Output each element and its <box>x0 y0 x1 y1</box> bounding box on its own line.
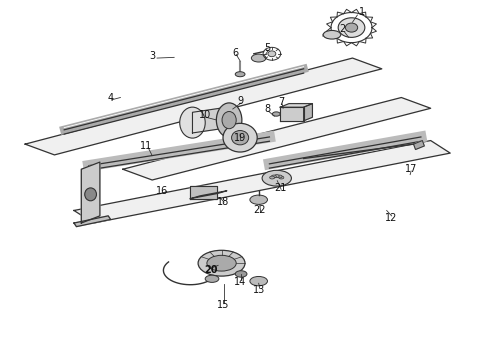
Polygon shape <box>25 58 382 155</box>
Polygon shape <box>74 216 111 226</box>
Text: 10: 10 <box>199 111 211 121</box>
Text: 13: 13 <box>252 285 265 296</box>
Ellipse shape <box>323 31 341 39</box>
Polygon shape <box>123 98 431 180</box>
Ellipse shape <box>180 107 205 138</box>
Polygon shape <box>280 104 313 107</box>
Ellipse shape <box>270 176 274 179</box>
Polygon shape <box>304 104 313 121</box>
Ellipse shape <box>232 131 248 145</box>
Text: 21: 21 <box>274 183 286 193</box>
Ellipse shape <box>274 175 279 177</box>
Text: 1: 1 <box>359 7 366 17</box>
Ellipse shape <box>271 175 276 178</box>
Ellipse shape <box>250 195 268 204</box>
Text: 17: 17 <box>405 164 417 174</box>
Ellipse shape <box>272 112 280 116</box>
Text: 16: 16 <box>156 186 168 197</box>
Text: 18: 18 <box>217 197 229 207</box>
Ellipse shape <box>345 23 358 32</box>
Text: 22: 22 <box>253 206 266 216</box>
Polygon shape <box>190 186 217 199</box>
Ellipse shape <box>338 18 365 37</box>
Polygon shape <box>190 191 227 199</box>
Ellipse shape <box>198 250 245 276</box>
Ellipse shape <box>277 175 282 178</box>
Text: 11: 11 <box>140 141 152 151</box>
Ellipse shape <box>235 271 247 277</box>
Ellipse shape <box>222 112 236 129</box>
Text: 6: 6 <box>232 48 238 58</box>
Text: 5: 5 <box>264 43 270 53</box>
Ellipse shape <box>207 255 236 271</box>
Ellipse shape <box>262 170 292 186</box>
Ellipse shape <box>251 54 266 62</box>
Polygon shape <box>74 140 450 223</box>
Text: 2: 2 <box>340 24 346 35</box>
Ellipse shape <box>268 51 276 57</box>
Text: 12: 12 <box>386 213 398 222</box>
Text: 8: 8 <box>264 104 270 114</box>
Text: 3: 3 <box>149 51 155 61</box>
Polygon shape <box>414 140 424 149</box>
Text: 20: 20 <box>204 265 218 275</box>
Ellipse shape <box>223 123 257 152</box>
Text: 19: 19 <box>234 133 246 143</box>
Text: 15: 15 <box>217 300 229 310</box>
Ellipse shape <box>205 275 219 282</box>
Text: 14: 14 <box>234 277 246 287</box>
Text: 4: 4 <box>108 93 114 103</box>
Polygon shape <box>81 162 100 223</box>
Ellipse shape <box>85 188 97 201</box>
Text: 9: 9 <box>237 96 243 106</box>
Ellipse shape <box>235 72 245 77</box>
Ellipse shape <box>250 276 268 286</box>
Text: 7: 7 <box>278 97 285 107</box>
Ellipse shape <box>217 103 242 137</box>
Polygon shape <box>280 107 304 121</box>
Polygon shape <box>193 107 229 133</box>
Ellipse shape <box>279 176 284 179</box>
